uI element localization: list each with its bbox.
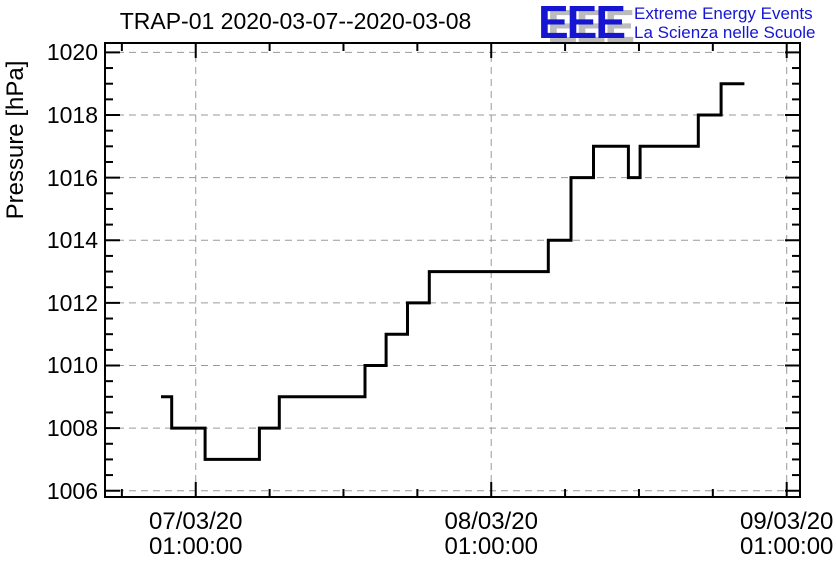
- x-tick-label: 09/03/20 01:00:00: [702, 509, 836, 559]
- plot-frame: [104, 42, 801, 498]
- y-tick-label: 1012: [46, 289, 98, 316]
- x-tick-label-date: 07/03/20: [149, 508, 243, 535]
- eee-logo-acronym: EEE: [538, 0, 626, 48]
- y-tick-label: 1016: [46, 164, 98, 191]
- x-tick-label-time: 01:00:00: [739, 533, 834, 560]
- y-tick-label: 1014: [46, 227, 98, 254]
- pressure-step-line: [161, 82, 745, 461]
- chart-title: TRAP-01 2020-03-07--2020-03-08: [119, 8, 472, 34]
- eee-logo: EEE Extreme Energy Events La Scienza nel…: [538, 0, 816, 48]
- x-tick-label-time: 01:00:00: [149, 533, 243, 560]
- eee-logo-subtitle-line2: La Scienza nelle Scuole: [634, 23, 816, 42]
- eee-logo-subtitle-line1: Extreme Energy Events: [634, 4, 813, 23]
- x-tick-label: 08/03/20 01:00:00: [406, 509, 576, 559]
- y-tick-label: 1008: [46, 415, 98, 442]
- y-tick-label: 1010: [46, 352, 98, 379]
- x-tick-label-time: 01:00:00: [444, 533, 538, 560]
- y-tick-label: 1006: [46, 477, 98, 504]
- eee-logo-subtitle: Extreme Energy Events La Scienza nelle S…: [634, 0, 815, 42]
- x-tick-label-date: 08/03/20: [444, 508, 538, 535]
- x-tick-label-date: 09/03/20: [739, 508, 834, 535]
- x-tick-label: 07/03/20 01:00:00: [111, 509, 281, 559]
- y-tick-label: 1018: [46, 102, 98, 128]
- y-tick-label: 1020: [46, 39, 98, 66]
